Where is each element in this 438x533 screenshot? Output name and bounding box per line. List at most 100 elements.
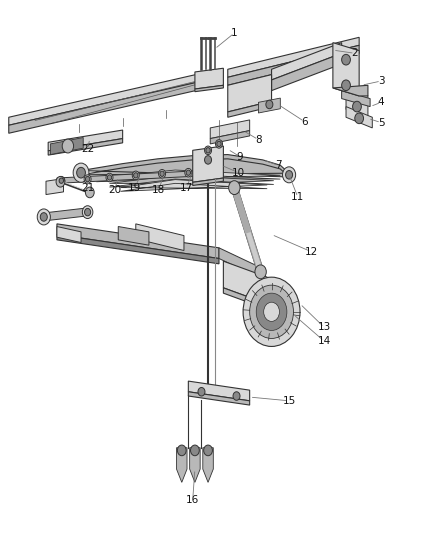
Polygon shape xyxy=(333,85,368,96)
Text: 18: 18 xyxy=(152,185,165,195)
Text: 13: 13 xyxy=(318,322,331,332)
Circle shape xyxy=(177,445,186,456)
Circle shape xyxy=(132,171,139,180)
Circle shape xyxy=(73,163,89,182)
Polygon shape xyxy=(228,37,359,77)
Polygon shape xyxy=(48,139,123,155)
Polygon shape xyxy=(223,288,267,309)
Circle shape xyxy=(286,171,293,179)
Text: 11: 11 xyxy=(291,192,304,202)
Polygon shape xyxy=(57,235,219,264)
Polygon shape xyxy=(50,138,83,155)
Polygon shape xyxy=(9,77,219,133)
Circle shape xyxy=(85,176,90,182)
Text: 4: 4 xyxy=(378,98,385,107)
Circle shape xyxy=(198,387,205,396)
Circle shape xyxy=(185,168,192,177)
Circle shape xyxy=(85,187,94,198)
Polygon shape xyxy=(48,130,123,151)
Text: 3: 3 xyxy=(378,76,385,86)
Text: 15: 15 xyxy=(283,396,296,406)
Polygon shape xyxy=(228,45,359,85)
Circle shape xyxy=(59,178,64,183)
Polygon shape xyxy=(210,120,250,139)
Polygon shape xyxy=(42,208,88,221)
Polygon shape xyxy=(136,224,184,251)
Polygon shape xyxy=(223,261,267,304)
Polygon shape xyxy=(333,43,359,96)
Circle shape xyxy=(37,209,50,225)
Polygon shape xyxy=(210,131,250,144)
Polygon shape xyxy=(177,448,187,482)
Circle shape xyxy=(205,146,212,155)
Polygon shape xyxy=(228,101,272,117)
Text: 16: 16 xyxy=(186,495,199,505)
Circle shape xyxy=(342,80,350,91)
Circle shape xyxy=(186,170,191,175)
Circle shape xyxy=(84,175,91,183)
Text: 17: 17 xyxy=(180,183,193,192)
Circle shape xyxy=(106,173,113,182)
Text: 1: 1 xyxy=(231,28,238,38)
Circle shape xyxy=(255,265,266,279)
Text: 7: 7 xyxy=(275,160,282,170)
Polygon shape xyxy=(118,227,149,245)
Circle shape xyxy=(204,445,212,456)
Circle shape xyxy=(205,156,212,164)
Circle shape xyxy=(229,181,240,195)
Circle shape xyxy=(215,140,223,148)
Polygon shape xyxy=(46,179,64,195)
Circle shape xyxy=(217,141,221,147)
Circle shape xyxy=(243,277,300,346)
Circle shape xyxy=(250,285,293,338)
Text: 6: 6 xyxy=(301,117,308,126)
Circle shape xyxy=(233,392,240,400)
Circle shape xyxy=(353,101,361,112)
Circle shape xyxy=(160,171,164,176)
Polygon shape xyxy=(193,178,223,185)
Text: 14: 14 xyxy=(318,336,331,346)
Text: 10: 10 xyxy=(232,168,245,177)
Text: 20: 20 xyxy=(108,185,121,195)
Polygon shape xyxy=(346,88,368,117)
Polygon shape xyxy=(219,248,258,277)
Polygon shape xyxy=(57,171,201,183)
Polygon shape xyxy=(57,224,219,259)
Circle shape xyxy=(342,54,350,65)
Polygon shape xyxy=(188,381,250,401)
Text: 19: 19 xyxy=(128,183,141,192)
Circle shape xyxy=(355,113,364,124)
Circle shape xyxy=(206,148,210,153)
Polygon shape xyxy=(190,448,200,482)
Polygon shape xyxy=(120,180,267,191)
Polygon shape xyxy=(96,170,280,182)
Polygon shape xyxy=(195,68,223,89)
Text: 22: 22 xyxy=(81,144,94,154)
Circle shape xyxy=(107,175,112,180)
Polygon shape xyxy=(228,75,272,112)
Polygon shape xyxy=(258,98,280,113)
Polygon shape xyxy=(57,227,81,243)
Circle shape xyxy=(159,169,166,178)
Text: 2: 2 xyxy=(351,49,358,58)
Circle shape xyxy=(85,208,91,216)
Polygon shape xyxy=(272,43,342,80)
Text: 9: 9 xyxy=(237,152,244,161)
Polygon shape xyxy=(110,175,274,187)
Polygon shape xyxy=(193,146,223,182)
Polygon shape xyxy=(342,91,370,107)
Circle shape xyxy=(62,139,74,153)
Polygon shape xyxy=(188,392,250,405)
Polygon shape xyxy=(272,53,342,91)
Polygon shape xyxy=(346,107,372,128)
Polygon shape xyxy=(81,155,289,177)
Circle shape xyxy=(283,167,296,183)
Circle shape xyxy=(134,173,138,178)
Text: 21: 21 xyxy=(81,183,94,192)
Circle shape xyxy=(256,293,287,330)
Circle shape xyxy=(264,302,279,321)
Circle shape xyxy=(58,176,65,185)
Text: 8: 8 xyxy=(255,135,262,144)
Circle shape xyxy=(266,100,273,109)
Polygon shape xyxy=(195,85,223,92)
